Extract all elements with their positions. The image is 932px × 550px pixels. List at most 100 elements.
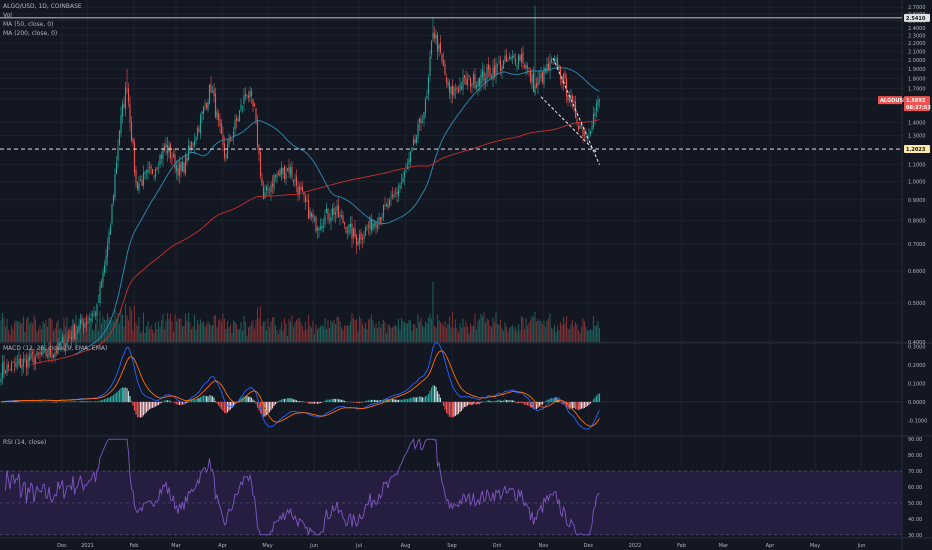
macd-histogram-bar bbox=[534, 401, 536, 410]
volume-bar bbox=[174, 314, 176, 342]
volume-bar bbox=[1, 313, 4, 342]
trendline-drawings[interactable] bbox=[0, 17, 902, 165]
ma50-legend[interactable]: MA (50, close, 0) bbox=[3, 21, 54, 28]
macd-histogram-bar bbox=[297, 401, 299, 403]
candle-body bbox=[46, 355, 49, 357]
macd-histogram-bar bbox=[430, 387, 433, 403]
candle-body bbox=[223, 143, 226, 159]
price-tick-label: 1.4000 bbox=[908, 120, 926, 126]
macd-legend[interactable]: MACD (12, 26, close, 9, EMA, EMA) bbox=[3, 345, 108, 352]
candle-body bbox=[100, 281, 103, 288]
macd-histogram-bar bbox=[507, 400, 509, 403]
candle-body bbox=[570, 94, 572, 100]
volume-bar bbox=[81, 325, 83, 342]
volume-bar bbox=[376, 328, 379, 342]
macd-histogram-bar bbox=[174, 401, 176, 404]
volume-bar bbox=[166, 313, 169, 342]
macd-histogram-bar bbox=[525, 401, 527, 405]
macd-histogram-bar bbox=[225, 401, 227, 414]
volume-bar bbox=[150, 325, 152, 342]
candle-body bbox=[477, 80, 479, 87]
candle-body bbox=[277, 173, 280, 175]
candle-body bbox=[595, 103, 598, 111]
volume-bar bbox=[42, 321, 44, 342]
volume-bar bbox=[271, 316, 274, 342]
candle-body bbox=[357, 242, 359, 246]
macd-histogram-bar bbox=[232, 401, 235, 407]
candle-body bbox=[34, 357, 37, 363]
volume-bar bbox=[115, 318, 118, 342]
symbol-title[interactable]: ALGO/USD, 1D, COINBASE bbox=[3, 3, 82, 10]
volume-bar bbox=[171, 320, 173, 342]
volume-bar bbox=[123, 326, 125, 342]
macd-histogram-bar bbox=[519, 401, 521, 404]
volume-bar bbox=[514, 326, 517, 342]
candle-body bbox=[331, 208, 334, 216]
volume-bar bbox=[165, 320, 167, 342]
volume-bar bbox=[225, 328, 227, 342]
volume-bar bbox=[309, 325, 311, 342]
volume-bar bbox=[214, 314, 217, 342]
candle-body bbox=[594, 112, 596, 116]
candle-body bbox=[433, 33, 436, 38]
volume-legend[interactable]: Vol bbox=[3, 12, 12, 19]
volume-bar bbox=[195, 329, 197, 342]
candle-body bbox=[583, 134, 586, 136]
candle-body bbox=[438, 44, 440, 50]
volume-bar bbox=[384, 322, 386, 342]
candle-body bbox=[30, 353, 32, 359]
volume-bar bbox=[582, 318, 584, 342]
candle-body bbox=[342, 215, 344, 224]
macd-histogram-bar bbox=[469, 401, 472, 406]
macd-histogram-bar bbox=[549, 398, 551, 403]
candle-body bbox=[273, 175, 275, 189]
candle-body bbox=[430, 41, 433, 55]
volume-bar bbox=[258, 318, 260, 342]
candle-body bbox=[117, 147, 119, 161]
volume-bar bbox=[372, 320, 374, 342]
volume-bar bbox=[315, 324, 317, 342]
volume-bar bbox=[268, 326, 271, 342]
candle-body bbox=[241, 106, 244, 108]
volume-bar bbox=[189, 322, 191, 342]
candle-body bbox=[120, 115, 122, 133]
macd-histogram-bar bbox=[151, 401, 154, 408]
candle-body bbox=[445, 77, 448, 83]
candle-body bbox=[319, 226, 322, 229]
volume-bar bbox=[339, 321, 341, 342]
candle-body bbox=[192, 144, 194, 145]
volume-bar bbox=[55, 322, 58, 342]
volume-bar bbox=[286, 336, 289, 342]
macd-histogram-bar bbox=[315, 401, 317, 404]
candle-body bbox=[540, 73, 542, 78]
volume-bar bbox=[136, 325, 139, 342]
macd-histogram-bar bbox=[133, 401, 136, 411]
volume-bar bbox=[346, 325, 349, 342]
candle-body bbox=[70, 336, 73, 340]
macd-histogram-bar bbox=[330, 399, 332, 403]
candle-body bbox=[294, 178, 296, 180]
candle-body bbox=[82, 323, 85, 329]
candle-body bbox=[79, 319, 82, 324]
volume-bar bbox=[322, 326, 325, 342]
macd-histogram-bar bbox=[369, 399, 371, 403]
candle-body bbox=[219, 119, 221, 126]
candle-body bbox=[333, 208, 335, 214]
macd-histogram-bar bbox=[87, 401, 89, 403]
volume-bar bbox=[595, 325, 598, 342]
volume-bar bbox=[493, 322, 496, 342]
macd-histogram-bar bbox=[166, 400, 169, 403]
macd-histogram-bar bbox=[103, 399, 106, 403]
macd-tick-label: 0.0000 bbox=[908, 400, 926, 406]
ma200-legend[interactable]: MA (200, close, 0) bbox=[3, 30, 58, 37]
volume-bar bbox=[184, 313, 187, 342]
candle-body bbox=[364, 227, 367, 236]
volume-bar bbox=[241, 330, 244, 342]
rsi-legend[interactable]: RSI (14, close) bbox=[3, 439, 47, 446]
candle-body bbox=[75, 332, 77, 341]
macd-histogram-bar bbox=[210, 395, 212, 403]
volume-bar bbox=[496, 323, 499, 342]
volume-bar bbox=[10, 325, 13, 342]
macd-histogram-bar bbox=[79, 401, 82, 403]
